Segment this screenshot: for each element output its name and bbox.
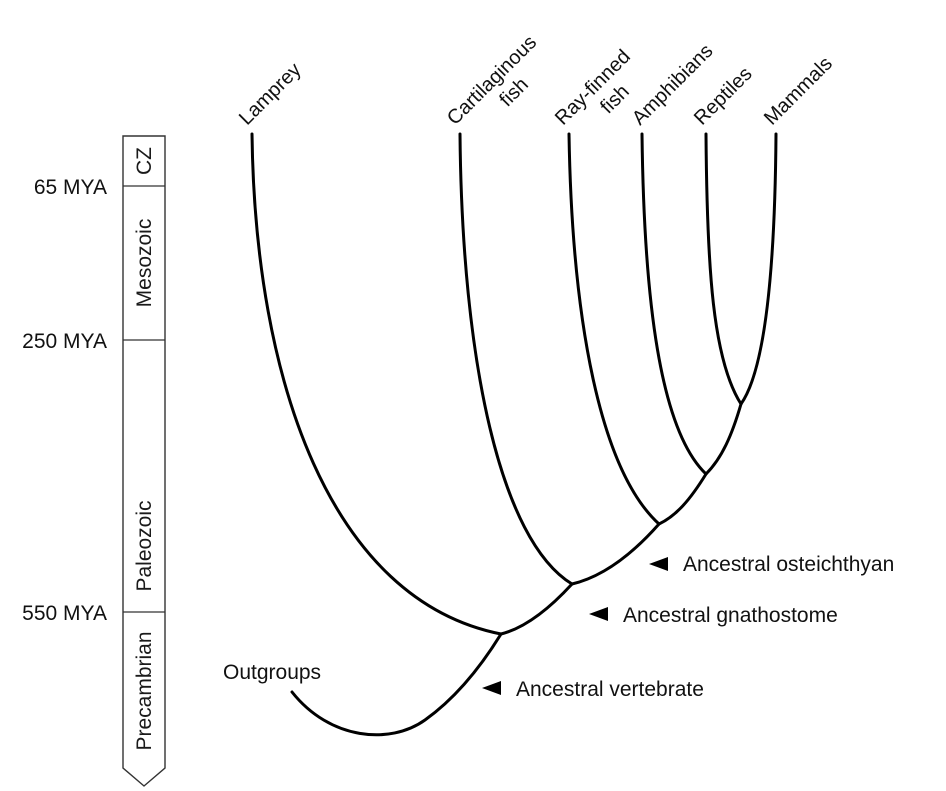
node-label-vertebrate: Ancestral vertebrate bbox=[516, 678, 704, 701]
taxon-label-lamprey: Lamprey bbox=[235, 59, 306, 130]
branch-cartilaginous-fish bbox=[458, 132, 574, 586]
branch-reptiles bbox=[704, 132, 743, 406]
node-annotations: Ancestral osteichthyan Ancestral gnathos… bbox=[482, 553, 894, 701]
arrowhead-icon bbox=[482, 681, 501, 695]
time-scale: CZ Mesozoic Paleozoic Precambrian 65 MYA… bbox=[22, 135, 166, 787]
taxon-labels: Lamprey Cartilaginous fish Ray-finned fi… bbox=[235, 28, 837, 147]
branch-tetrapod-stem bbox=[657, 472, 708, 526]
era-label-paleozoic: Paleozoic bbox=[133, 500, 156, 591]
branch-amphibians bbox=[640, 132, 708, 476]
taxon-label-mammals: Mammals bbox=[760, 53, 837, 130]
era-label-precambrian: Precambrian bbox=[133, 631, 156, 750]
time-scale-bar bbox=[122, 135, 166, 787]
phylogenetic-tree bbox=[250, 132, 778, 737]
node-label-osteichthyan: Ancestral osteichthyan bbox=[683, 553, 894, 576]
branch-amniote-stem bbox=[704, 402, 743, 476]
time-marker-65: 65 MYA bbox=[34, 176, 107, 199]
taxon-label-cartilaginous-fish: Cartilaginous fish bbox=[443, 28, 562, 147]
arrowhead-icon bbox=[649, 557, 668, 571]
time-marker-550: 550 MYA bbox=[22, 602, 107, 625]
taxon-label-ray-finned-fish: Ray-finned fish bbox=[551, 42, 656, 147]
era-label-cz: CZ bbox=[133, 147, 156, 175]
branch-gnathostome-stem bbox=[499, 582, 574, 636]
node-label-gnathostome: Ancestral gnathostome bbox=[623, 604, 838, 627]
branch-outgroups bbox=[290, 632, 503, 737]
branch-osteichthyan-stem bbox=[570, 522, 661, 586]
branch-mammals bbox=[739, 132, 778, 406]
branch-ray-finned-fish bbox=[567, 132, 661, 526]
branch-lamprey bbox=[250, 132, 503, 636]
arrowhead-icon bbox=[589, 607, 608, 621]
era-label-mesozoic: Mesozoic bbox=[133, 219, 156, 308]
outgroup-label: Outgroups bbox=[223, 661, 321, 684]
time-marker-250: 250 MYA bbox=[22, 330, 107, 353]
